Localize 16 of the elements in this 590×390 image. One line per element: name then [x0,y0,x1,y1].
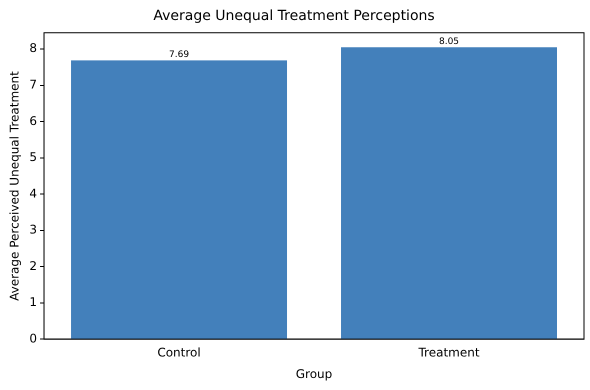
x-tick-label: Control [157,346,201,360]
y-tick-label: 5 [29,150,38,164]
data-label: 8.05 [438,37,460,48]
y-tick-label: 6 [29,114,38,128]
y-tick-label: 3 [29,222,38,237]
y-tick-label: 0 [29,331,38,346]
y-tick-label: 1 [29,295,38,310]
y-tick-label: 2 [29,258,38,273]
x-axis-title: Group [296,366,332,381]
chart-title: Average Unequal Treatment Perceptions [153,8,435,24]
y-axis-title: Average Perceived Unequal Treatment [7,70,22,301]
x-tick-label: Treatment [417,346,480,360]
y-tick-label: 7 [29,78,38,92]
data-label: 7.69 [169,50,190,60]
y-tick-label: 4 [29,186,38,200]
y-tick-label: 8 [29,41,38,56]
